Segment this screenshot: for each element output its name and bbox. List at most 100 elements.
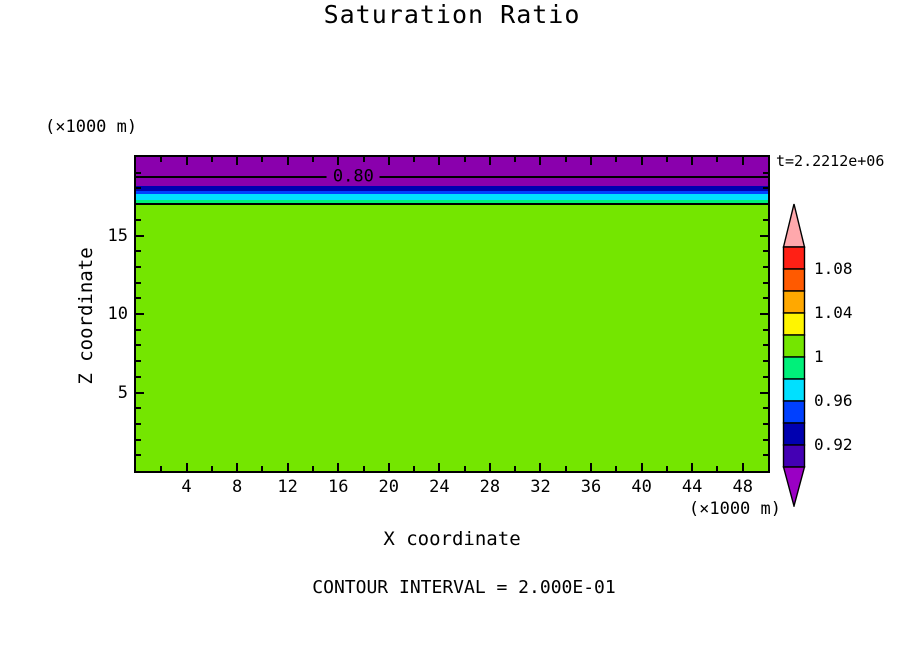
x-minor-tick [160, 466, 163, 471]
z-major-tick [136, 234, 144, 237]
colorbar-segment [782, 378, 806, 402]
x-major-tick [438, 157, 441, 165]
z-minor-tick [136, 250, 141, 253]
x-major-tick [488, 157, 491, 165]
x-major-tick [590, 463, 593, 471]
z-minor-tick [763, 250, 768, 253]
z-minor-tick [763, 218, 768, 221]
colorbar-value-label: 1 [814, 347, 824, 366]
saturation-band [136, 185, 768, 191]
colorbar [782, 203, 806, 507]
z-minor-tick [763, 360, 768, 363]
z-minor-tick [763, 203, 768, 206]
z-minor-tick [136, 281, 141, 284]
saturation-band [136, 190, 768, 194]
x-tick-label: 20 [378, 477, 400, 497]
x-major-tick [236, 463, 239, 471]
x-tick-label: 16 [327, 477, 349, 497]
x-minor-tick [615, 157, 618, 162]
colorbar-segment [782, 268, 806, 292]
z-minor-tick [136, 328, 141, 331]
z-major-tick [136, 313, 144, 315]
z-minor-tick [136, 218, 141, 221]
plot-area: 0.80 [134, 155, 770, 473]
x-minor-tick [362, 157, 365, 162]
x-tick-label: 32 [530, 477, 551, 497]
x-minor-tick [665, 466, 668, 471]
colorbar-segment [782, 444, 806, 468]
x-major-tick [387, 157, 390, 165]
z-minor-tick [136, 454, 141, 457]
z-minor-tick [136, 203, 141, 206]
x-minor-tick [311, 157, 314, 162]
colorbar-segment [782, 290, 806, 314]
x-major-tick [236, 157, 239, 165]
z-major-tick [136, 391, 144, 394]
z-minor-tick [136, 438, 141, 441]
x-axis-title: X coordinate [383, 528, 521, 550]
z-minor-tick [136, 375, 141, 378]
x-minor-tick [261, 157, 264, 162]
contour-line [136, 202, 768, 205]
x-major-tick [337, 463, 340, 471]
chart-title: Saturation Ratio [323, 0, 581, 29]
x-major-tick [488, 463, 491, 471]
x-major-tick [337, 157, 340, 165]
x-minor-tick [210, 466, 213, 471]
colorbar-segment [782, 422, 806, 446]
x-minor-tick [463, 157, 466, 162]
x-minor-tick [615, 466, 618, 471]
x-axis-unit-label: (×1000 m) [688, 499, 781, 519]
x-major-tick [438, 463, 441, 471]
colorbar-segment [782, 246, 806, 270]
x-major-tick [539, 157, 542, 165]
x-minor-tick [514, 466, 517, 471]
colorbar-value-label: 0.96 [814, 391, 853, 410]
x-minor-tick [160, 157, 163, 162]
x-minor-tick [261, 466, 264, 471]
x-major-tick [691, 463, 694, 471]
saturation-band [136, 193, 768, 200]
z-minor-tick [763, 438, 768, 441]
x-major-tick [387, 463, 390, 471]
z-minor-tick [136, 171, 141, 174]
colorbar-segment [782, 334, 806, 358]
x-tick-label: 48 [732, 477, 753, 497]
colorbar-value-label: 1.04 [814, 303, 853, 322]
colorbar-segment [782, 356, 806, 380]
x-tick-label: 40 [631, 477, 652, 497]
colorbar-value-label: 1.08 [814, 259, 853, 278]
contour-value-label: 0.80 [326, 168, 380, 186]
colorbar-segment [782, 312, 806, 336]
z-minor-tick [763, 422, 768, 425]
x-major-tick [640, 157, 643, 165]
time-annotation: t=2.2212e+06 [776, 152, 885, 170]
z-minor-tick [136, 344, 141, 347]
z-minor-tick [763, 265, 768, 268]
z-minor-tick [763, 344, 768, 347]
z-minor-tick [763, 407, 768, 410]
z-axis-unit-label: (×1000 m) [45, 117, 138, 137]
z-tick-label: 5 [117, 382, 128, 403]
x-tick-label: 12 [277, 477, 298, 497]
z-minor-tick [136, 360, 141, 363]
z-minor-tick [136, 187, 141, 190]
z-minor-tick [763, 328, 768, 331]
x-major-tick [741, 463, 744, 471]
x-major-tick [691, 157, 694, 165]
x-minor-tick [413, 157, 416, 162]
x-tick-label: 8 [231, 477, 243, 497]
z-major-tick [760, 234, 768, 237]
x-minor-tick [311, 466, 314, 471]
contour-interval-note: CONTOUR INTERVAL = 2.000E-01 [312, 577, 616, 598]
saturation-band [136, 157, 768, 186]
z-minor-tick [763, 375, 768, 378]
z-minor-tick [763, 187, 768, 190]
z-tick-label: 10 [107, 304, 128, 324]
x-minor-tick [716, 157, 719, 162]
z-minor-tick [763, 281, 768, 284]
x-major-tick [286, 157, 289, 165]
x-major-tick [185, 157, 188, 165]
x-minor-tick [564, 157, 567, 162]
x-minor-tick [362, 466, 365, 471]
